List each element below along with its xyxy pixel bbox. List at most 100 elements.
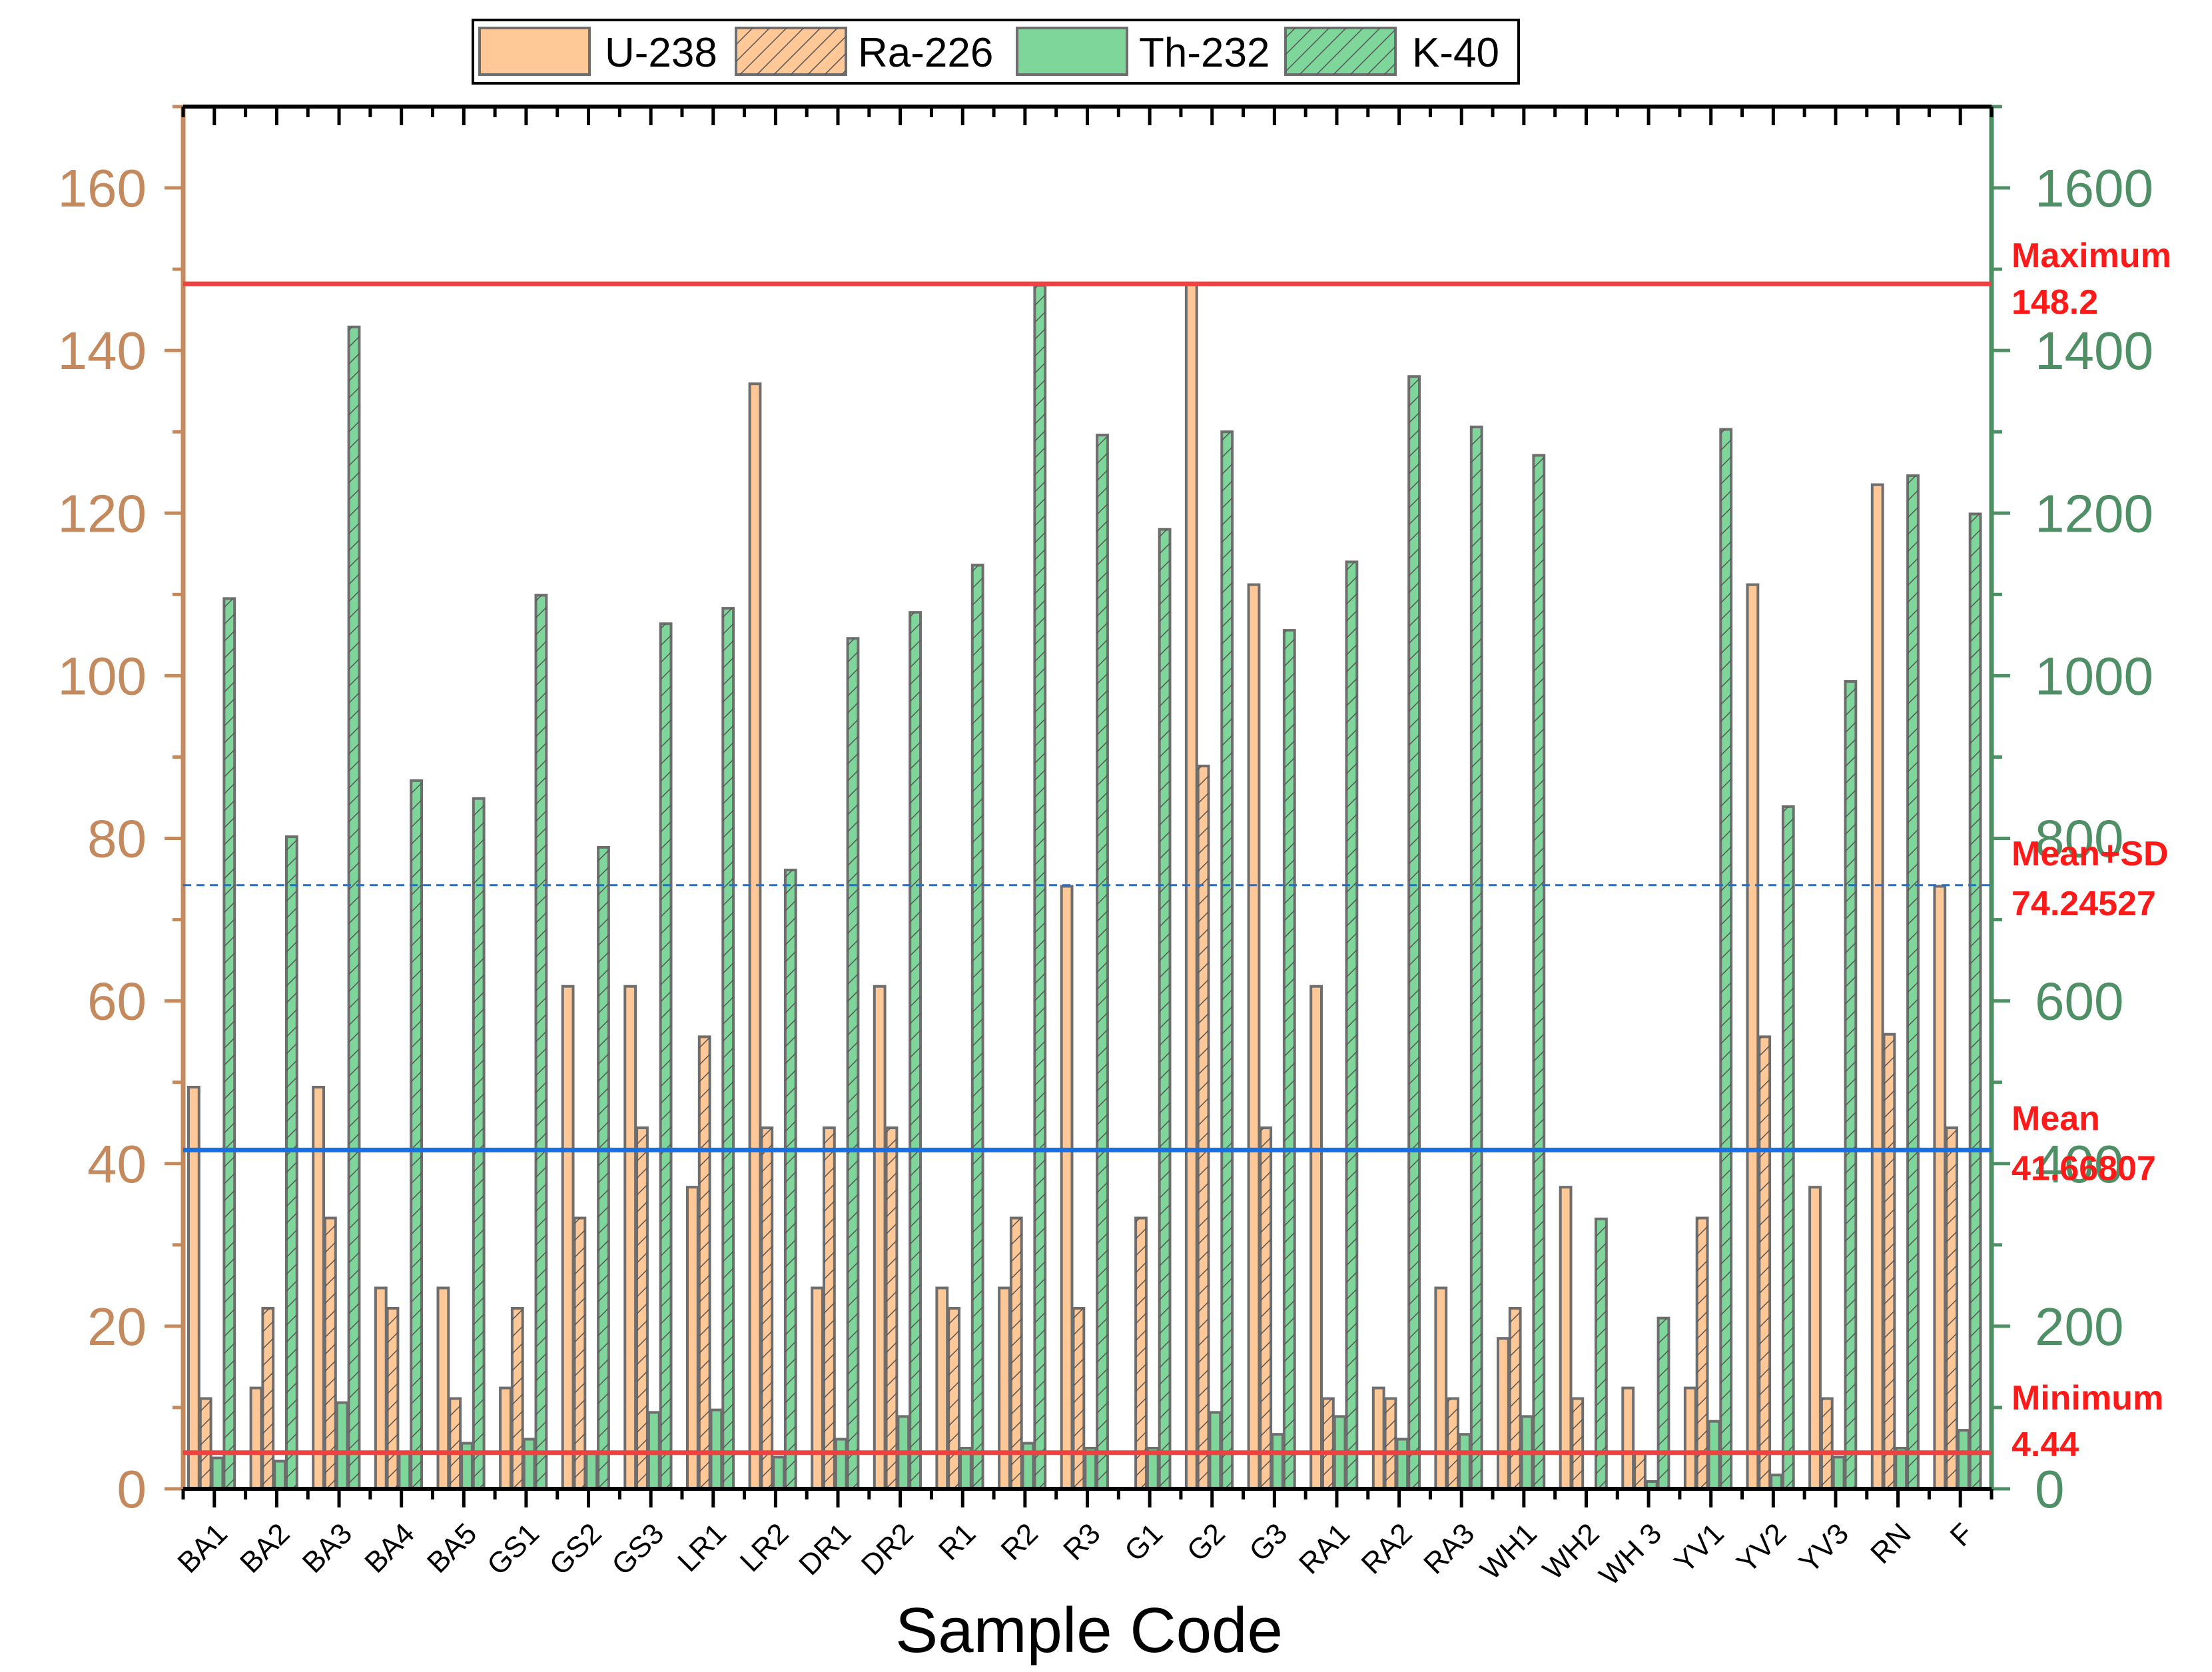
bar-u-238-wh2 [1559, 1186, 1573, 1490]
x-category-label: RA1 [1293, 1517, 1356, 1580]
bar-u-238-ba1 [187, 1086, 200, 1490]
bar-u-238-lr2 [748, 382, 762, 1491]
bar-u-238-r2 [998, 1286, 1011, 1490]
bar-u-238-yv1 [1683, 1386, 1697, 1491]
bar-u-238-g2 [1184, 282, 1198, 1491]
ref-label-maximum-name: Maximum [2012, 236, 2171, 275]
bar-th-232-gs2 [585, 1452, 599, 1491]
x-category-label: LR1 [671, 1517, 733, 1578]
left-tick-label: 120 [58, 484, 147, 543]
bar-hatch-ra-226-wh1 [1509, 1308, 1521, 1489]
bar-th-232-yv2 [1770, 1473, 1783, 1491]
x-category-label: DR1 [793, 1517, 857, 1581]
bar-hatch-ra-226-r2 [1010, 1218, 1022, 1489]
ref-label-maximum-value: 148.2 [2012, 283, 2098, 322]
bar-hatch-k-40-rn [1908, 476, 1918, 1489]
bar-hatch-ra-226-gs1 [512, 1308, 523, 1489]
bar-u-238-dr1 [811, 1286, 824, 1490]
bar-hatch-ra-226-lr1 [699, 1037, 710, 1489]
bar-hatch-ra-226-r3 [1073, 1308, 1084, 1489]
bar-hatch-k-40-ra1 [1346, 562, 1357, 1489]
reference-lines-layer: Maximum 148.2 Mean+SD 74.24527 Mean 41.66807 M… [183, 236, 2171, 1464]
legend-swatch-hatch-ra-226 [736, 28, 846, 75]
x-category-label: GS3 [605, 1517, 670, 1581]
bar-hatch-ra-226-ra1 [1323, 1398, 1333, 1489]
bar-hatch-k-40-g3 [1284, 630, 1295, 1489]
bar-hatch-k-40-yv3 [1845, 681, 1856, 1489]
x-axis-title: Sample Code [895, 1595, 1283, 1666]
bar-th-232-ba4 [398, 1452, 412, 1491]
right-tick-label: 600 [2035, 972, 2123, 1031]
left-tick-label: 80 [87, 809, 147, 869]
bar-u-238-ra2 [1371, 1386, 1385, 1491]
right-tick-label: 0 [2035, 1460, 2065, 1519]
legend-swatch-hatch-k-40 [1286, 28, 1395, 75]
x-category-label: WH1 [1474, 1517, 1543, 1586]
x-category-label: RA2 [1355, 1517, 1419, 1580]
x-category-label: YV2 [1730, 1517, 1792, 1579]
bar-u-238-ba5 [436, 1286, 450, 1490]
x-category-label: WH2 [1537, 1517, 1606, 1586]
bar-hatch-k-40-ba4 [411, 780, 422, 1489]
x-category-label: R2 [995, 1517, 1044, 1566]
legend-swatch-u-238 [478, 27, 591, 76]
bar-hatch-k-40-f [1970, 514, 1981, 1489]
bar-hatch-ra-226-wh2 [1572, 1398, 1583, 1489]
bar-hatch-k-40-lr1 [723, 608, 734, 1489]
right-tick-label: 1000 [2035, 646, 2153, 705]
bar-th-232-yv1 [1707, 1420, 1721, 1490]
bar-hatch-k-40-ra3 [1471, 426, 1482, 1489]
bar-th-232-ba1 [210, 1456, 224, 1491]
bar-u-238-r1 [935, 1286, 949, 1490]
bar-hatch-ra-226-yv2 [1759, 1037, 1770, 1489]
x-category-label: R3 [1057, 1517, 1106, 1566]
bar-u-238-ba3 [312, 1086, 326, 1490]
left-tick-label: 160 [58, 159, 147, 218]
bar-u-238-dr2 [873, 985, 887, 1490]
bar-hatch-k-40-dr1 [847, 638, 859, 1489]
legend-label-k-40: K-40 [1412, 30, 1499, 76]
right-tick-label: 1600 [2035, 159, 2153, 218]
x-category-label: RN [1864, 1517, 1918, 1570]
legend-label-u-238: U-238 [605, 30, 717, 76]
x-category-label: LR2 [734, 1517, 795, 1578]
bar-u-238-ra3 [1434, 1286, 1448, 1490]
bar-hatch-ra-226-rn [1884, 1034, 1895, 1489]
bar-hatch-k-40-gs2 [598, 847, 609, 1489]
x-category-label: RA3 [1417, 1517, 1481, 1580]
x-category-label: YV3 [1793, 1517, 1855, 1579]
bar-hatch-ra-226-gs2 [574, 1218, 585, 1489]
bar-th-232-dr1 [834, 1438, 848, 1490]
bar-th-232-g3 [1271, 1433, 1284, 1490]
bar-hatch-ra-226-f [1946, 1128, 1957, 1489]
bar-u-238-ra1 [1309, 985, 1323, 1490]
bar-hatch-k-40-wh3 [1658, 1318, 1669, 1489]
ref-label-mean-value: 41.66807 [2012, 1149, 2156, 1188]
bar-hatch-ra-226-dr2 [886, 1128, 897, 1489]
x-category-label: G2 [1181, 1517, 1232, 1567]
bar-hatch-ra-226-g2 [1198, 765, 1209, 1489]
bar-hatch-k-40-r2 [1034, 285, 1046, 1489]
bar-u-238-gs3 [623, 985, 637, 1490]
bar-hatch-ra-226-ra3 [1447, 1398, 1458, 1489]
bar-u-238-f [1933, 885, 1947, 1490]
bar-hatch-k-40-g2 [1222, 432, 1233, 1489]
bar-th-232-lr2 [772, 1456, 785, 1490]
bar-u-238-ba2 [249, 1386, 263, 1491]
bar-u-238-gs1 [499, 1386, 512, 1491]
bar-hatch-k-40-gs1 [536, 595, 547, 1489]
legend: U-238 Ra-226 Th-232 K-40 [472, 19, 1520, 85]
bar-th-232-ba2 [273, 1460, 287, 1490]
ref-label-mean-name: Mean [2012, 1099, 2100, 1138]
bar-hatch-ra-226-ba2 [262, 1308, 274, 1489]
bar-u-238-yv2 [1746, 583, 1760, 1491]
ref-label-mean_sd-value: 74.24527 [2012, 885, 2156, 923]
bar-hatch-k-40-wh2 [1596, 1218, 1607, 1489]
bar-hatch-ra-226-lr2 [761, 1128, 773, 1489]
bar-u-238-lr1 [686, 1186, 699, 1490]
bar-hatch-k-40-ba1 [224, 598, 235, 1489]
bar-hatch-k-40-ba5 [473, 798, 484, 1489]
x-category-label: GS1 [481, 1517, 546, 1581]
bar-u-238-r3 [1060, 885, 1074, 1490]
right-tick-label: 1200 [2035, 484, 2153, 543]
